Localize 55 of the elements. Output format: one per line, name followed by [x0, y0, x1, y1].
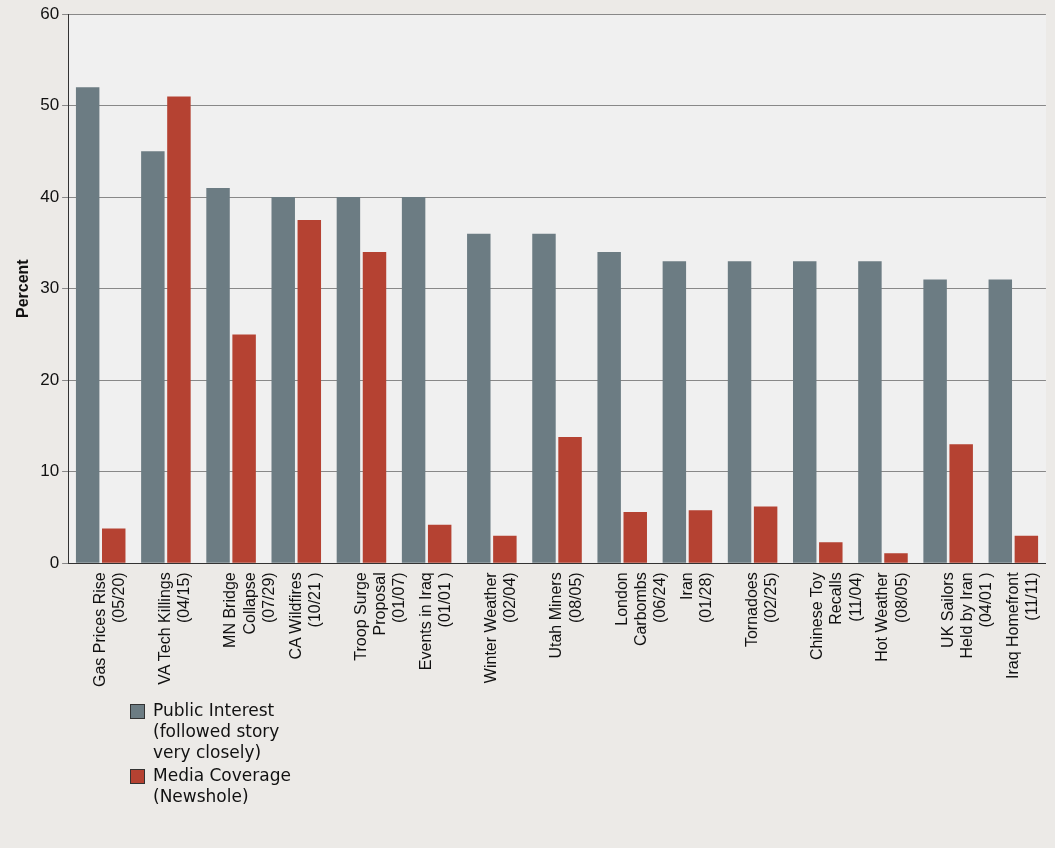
bar — [949, 444, 973, 563]
x-tick-label: Winter Weather (02/04) — [482, 571, 519, 684]
bar — [232, 334, 256, 563]
bar — [532, 233, 556, 563]
bar — [597, 252, 621, 563]
x-tick-label: MN Bridge Collapse (07/29) — [221, 572, 277, 648]
bar — [623, 512, 647, 563]
x-tick-label: London Carbombs (06/24) — [612, 572, 669, 647]
x-tick-label: CA Wildfires (10/21 ) — [286, 572, 323, 660]
y-tick-label: 10 — [40, 461, 60, 481]
bar — [493, 535, 517, 563]
legend-label: Public Interest (followed story very closely) — [153, 700, 280, 763]
y-axis-title: Percent — [14, 258, 32, 318]
bar — [75, 87, 100, 563]
y-tick-label: 30 — [40, 278, 60, 298]
x-tick-label: Troop Surge Proposal (01/07) — [351, 572, 408, 661]
x-tick-label: Utah Miners (08/05) — [547, 572, 584, 659]
x-tick-label: VA Tech Killings (04/15) — [156, 572, 193, 685]
bar — [988, 279, 1013, 563]
bar — [401, 197, 426, 563]
x-tick-label: Gas Prices Rise (05/20) — [91, 572, 128, 688]
bar — [558, 436, 582, 563]
x-tick-label: Events in Iraq (01/01 ) — [417, 572, 454, 671]
bar — [167, 96, 191, 563]
bar — [819, 542, 843, 563]
x-tick-label: Tornadoes (02/25) — [742, 572, 780, 648]
x-tick-label: Hot Weather (08/05) — [873, 571, 910, 662]
y-tick-label: 60 — [40, 3, 60, 23]
bar — [297, 219, 322, 563]
x-tick-label: UK Sailors Held by Iran (04/01 ) — [938, 572, 994, 659]
bar — [793, 261, 817, 563]
legend-label: Media Coverage (Newshole) — [153, 765, 291, 807]
y-tick-label: 50 — [40, 95, 60, 115]
bar — [858, 261, 882, 563]
bar — [362, 252, 387, 563]
x-tick-label: Chinese Toy Recalls (11/04) — [808, 572, 864, 661]
bar — [662, 261, 687, 563]
bar — [427, 524, 452, 563]
bar — [688, 510, 713, 563]
y-tick-label: 0 — [49, 552, 60, 572]
y-tick-label: 40 — [40, 186, 60, 206]
x-tick-label: Iran (01/28) — [677, 572, 714, 624]
bar — [753, 506, 778, 563]
bar — [727, 261, 752, 563]
x-tick-label: Iraq Homefront (11/11) — [1003, 571, 1040, 680]
bar — [923, 279, 947, 563]
bar — [884, 553, 908, 563]
bar — [102, 528, 126, 563]
y-tick-label: 20 — [40, 369, 60, 389]
bar — [206, 187, 230, 563]
bar — [1014, 535, 1039, 563]
bar — [141, 151, 165, 563]
bar — [467, 233, 491, 563]
bar — [336, 197, 361, 563]
bar — [271, 197, 295, 563]
